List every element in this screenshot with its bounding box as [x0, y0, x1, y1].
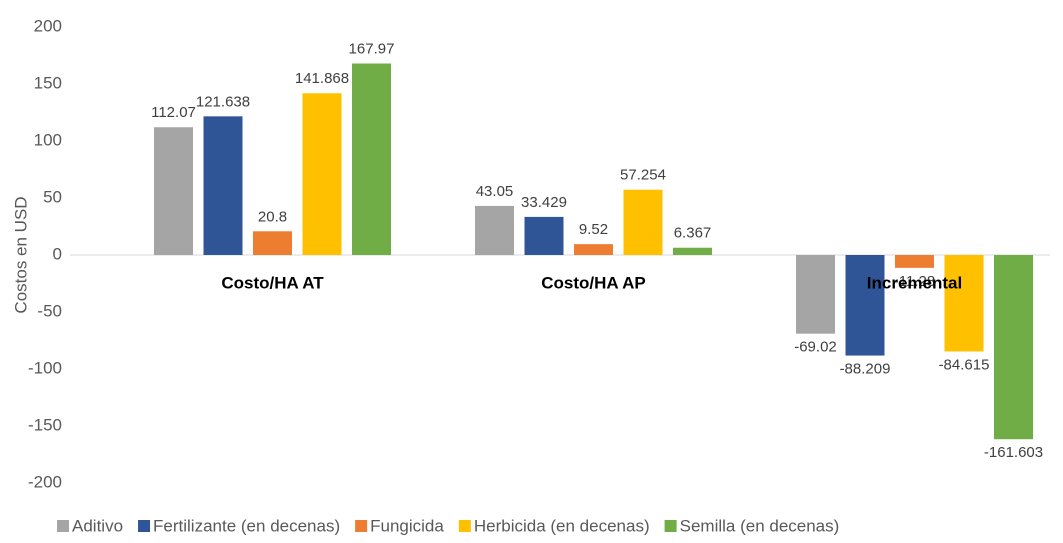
y-tick-label: 100	[34, 130, 62, 149]
y-tick-label: 0	[53, 244, 62, 263]
bar	[574, 244, 613, 255]
legend-swatch	[138, 520, 151, 532]
bar	[673, 247, 712, 255]
data-label: -69.02	[794, 339, 837, 356]
bar	[302, 93, 342, 255]
data-label: 9.52	[579, 221, 608, 238]
data-label: -11.28	[894, 273, 935, 290]
data-label: 167.97	[349, 40, 395, 57]
legend-label: Semilla (en decenas)	[680, 516, 840, 535]
data-label: 141.868	[295, 70, 349, 87]
legend-label: Aditivo	[72, 516, 123, 535]
legend-swatch	[57, 520, 69, 532]
category-label: Costo/HA AT	[221, 273, 324, 292]
data-label: 6.367	[674, 225, 712, 242]
y-tick-label: -200	[28, 472, 62, 491]
data-label: 57.254	[620, 167, 666, 184]
bar	[475, 205, 514, 255]
data-label: 20.8	[258, 208, 287, 225]
legend-swatch	[458, 520, 471, 532]
data-label: -84.615	[939, 356, 990, 373]
legend-swatch	[664, 520, 677, 532]
bar	[994, 255, 1033, 440]
data-label: 43.05	[476, 183, 514, 200]
legend-label: Fertilizante (en decenas)	[153, 516, 340, 535]
legend-label: Herbicida (en decenas)	[474, 516, 650, 535]
y-tick-label: -150	[28, 415, 62, 434]
y-tick-label: 200	[34, 16, 62, 35]
y-axis-title: Costos en USD	[11, 196, 30, 313]
y-tick-label: -100	[28, 358, 62, 377]
bar	[203, 116, 243, 256]
legend-label: Fungicida	[370, 516, 444, 535]
data-label: -161.603	[984, 444, 1043, 461]
bar	[796, 255, 835, 334]
y-tick-label: 50	[43, 187, 62, 206]
bar	[845, 255, 885, 356]
legend-swatch	[355, 520, 368, 532]
bar	[623, 189, 663, 255]
data-label: 33.429	[521, 194, 567, 211]
data-label: 121.638	[196, 93, 250, 110]
y-tick-label: -50	[37, 301, 62, 320]
bar	[895, 255, 934, 268]
data-label: -88.209	[840, 361, 891, 378]
data-label: 112.07	[151, 104, 196, 121]
bar	[253, 231, 292, 255]
category-label: Costo/HA AP	[541, 273, 646, 292]
bar	[524, 216, 564, 255]
bar	[944, 255, 984, 352]
bar	[154, 127, 193, 255]
bar	[352, 63, 391, 256]
y-tick-label: 150	[34, 73, 62, 92]
category-label: Incremental	[867, 273, 962, 292]
